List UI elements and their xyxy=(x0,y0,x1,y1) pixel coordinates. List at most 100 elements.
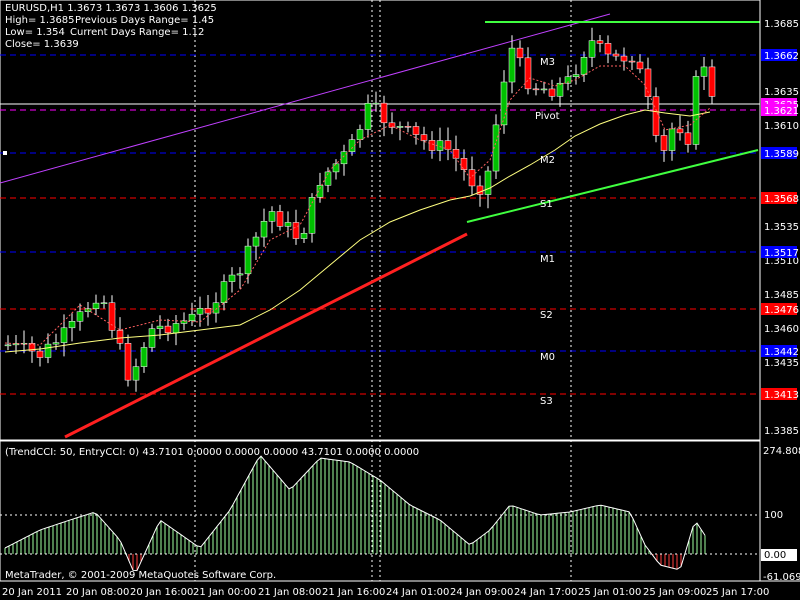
candle-body xyxy=(452,149,460,159)
price-badge xyxy=(761,345,797,357)
candle-body xyxy=(156,325,164,329)
price-badge-text: 1.3621 xyxy=(764,106,799,117)
cci-value-badge xyxy=(761,549,797,561)
candle-body xyxy=(236,273,244,276)
candle-body xyxy=(676,128,684,134)
candle-body xyxy=(460,158,468,170)
candle-body xyxy=(284,222,292,227)
price-tick: 1.3635 xyxy=(764,87,799,98)
candle-body xyxy=(708,66,716,97)
time-tick: 25 Jan 09:00 xyxy=(643,587,706,598)
candle-body xyxy=(332,163,340,173)
candle-body xyxy=(228,274,236,282)
time-tick: 20 Jan 08:00 xyxy=(66,587,129,598)
candle-body xyxy=(380,102,388,124)
pivot-label-m2: M2 xyxy=(540,155,555,166)
price-badge-text: 1.3442 xyxy=(764,347,799,358)
pivot-labels: M3 Pivot M2 S1 M1 S2 M0 S3 xyxy=(535,57,560,407)
candle-body xyxy=(508,47,516,83)
candle-body xyxy=(372,102,380,105)
price-badge-text: 1.3662 xyxy=(764,51,799,62)
support-trendline[interactable] xyxy=(466,149,759,223)
chart-shift-marker[interactable] xyxy=(3,151,7,155)
low-line: Low= 1.354 xyxy=(5,27,65,38)
candle-body xyxy=(620,55,628,62)
candle-body xyxy=(188,313,196,321)
candle-body xyxy=(476,185,484,195)
uptrend-line[interactable] xyxy=(64,232,468,439)
session-separators xyxy=(194,0,572,581)
candle-body xyxy=(36,350,44,358)
prev-range-line: Previous Days Range= 1.45 xyxy=(75,15,214,26)
candle-body xyxy=(644,68,652,97)
time-tick: 25 Jan 17:00 xyxy=(706,587,769,598)
candle-body xyxy=(292,222,300,239)
curr-range-line: Current Days Range= 1.12 xyxy=(70,27,204,38)
time-tick: 24 Jan 17:00 xyxy=(514,587,577,598)
candle-body xyxy=(340,151,348,165)
candle-body xyxy=(124,343,132,381)
close-line: Close= 1.3639 xyxy=(5,39,79,50)
candle-body xyxy=(100,302,108,305)
candle-body xyxy=(324,171,332,186)
candle-body xyxy=(564,76,572,84)
price-badge-text: 1.3568 xyxy=(764,194,799,205)
candle-body xyxy=(684,132,692,145)
time-tick: 20 Jan 16:00 xyxy=(130,587,193,598)
candle-body xyxy=(700,66,708,77)
price-badge-text: 1.3413 xyxy=(764,390,799,401)
moving-average-line xyxy=(4,109,711,353)
candle-body xyxy=(652,96,660,136)
channel-trendline[interactable] xyxy=(0,13,611,184)
candle-body xyxy=(276,211,284,227)
price-tick: 1.3460 xyxy=(764,324,799,335)
time-tick: 24 Jan 09:00 xyxy=(450,587,513,598)
candle-body xyxy=(260,221,268,238)
time-tick: 21 Jan 16:00 xyxy=(322,587,385,598)
time-tick: 25 Jan 01:00 xyxy=(578,587,641,598)
price-tick: 1.3385 xyxy=(764,426,799,437)
price-tick: 1.3535 xyxy=(764,222,799,233)
candle-body xyxy=(500,81,508,126)
pivot-label-s3: S3 xyxy=(540,396,553,407)
price-badge xyxy=(761,49,797,61)
candle-body xyxy=(252,236,260,247)
indicator-title: (TrendCCI: 50, EntryCCI: 0) 43.7101 0.00… xyxy=(5,447,419,458)
price-badge xyxy=(761,303,797,315)
pivot-label-s2: S2 xyxy=(540,310,553,321)
time-axis: 20 Jan 2011 20 Jan 08:00 20 Jan 16:00 21… xyxy=(2,587,769,598)
candle-body xyxy=(588,40,596,58)
candle-body xyxy=(172,323,180,334)
candle-body xyxy=(596,40,604,44)
candlestick-series xyxy=(4,27,716,392)
candle-body xyxy=(532,88,540,91)
candle-body xyxy=(300,233,308,239)
candle-body xyxy=(68,321,76,329)
candle-body xyxy=(572,74,580,77)
candle-body xyxy=(516,47,524,59)
candle-body xyxy=(28,343,36,352)
high-line: High= 1.3685 xyxy=(5,15,75,26)
candle-body xyxy=(308,197,316,234)
pivot-label-m0: M0 xyxy=(540,352,555,363)
cci-tick: -61.0695 xyxy=(763,572,800,583)
candle-body xyxy=(548,88,556,97)
candle-body xyxy=(540,88,548,91)
price-tick: 1.3485 xyxy=(764,290,799,301)
time-tick: 20 Jan 2011 xyxy=(2,587,62,598)
candle-body xyxy=(244,245,252,275)
cci-tick: 274.8081 xyxy=(763,446,800,457)
pivot-label-m3: M3 xyxy=(540,57,555,68)
candle-body xyxy=(12,343,20,346)
symbol-line: EURUSD,H1 1.3673 1.3673 1.3606 1.3625 xyxy=(5,3,217,14)
candle-body xyxy=(356,129,364,140)
candle-body xyxy=(628,60,636,63)
candle-body xyxy=(140,347,148,367)
price-tick: 1.3435 xyxy=(764,358,799,369)
time-tick: 21 Jan 08:00 xyxy=(258,587,321,598)
price-badge-text: 1.3476 xyxy=(764,305,799,316)
candle-body xyxy=(44,343,52,358)
copyright-text: MetaTrader, © 2001-2009 MetaQuotes Softw… xyxy=(5,570,276,581)
